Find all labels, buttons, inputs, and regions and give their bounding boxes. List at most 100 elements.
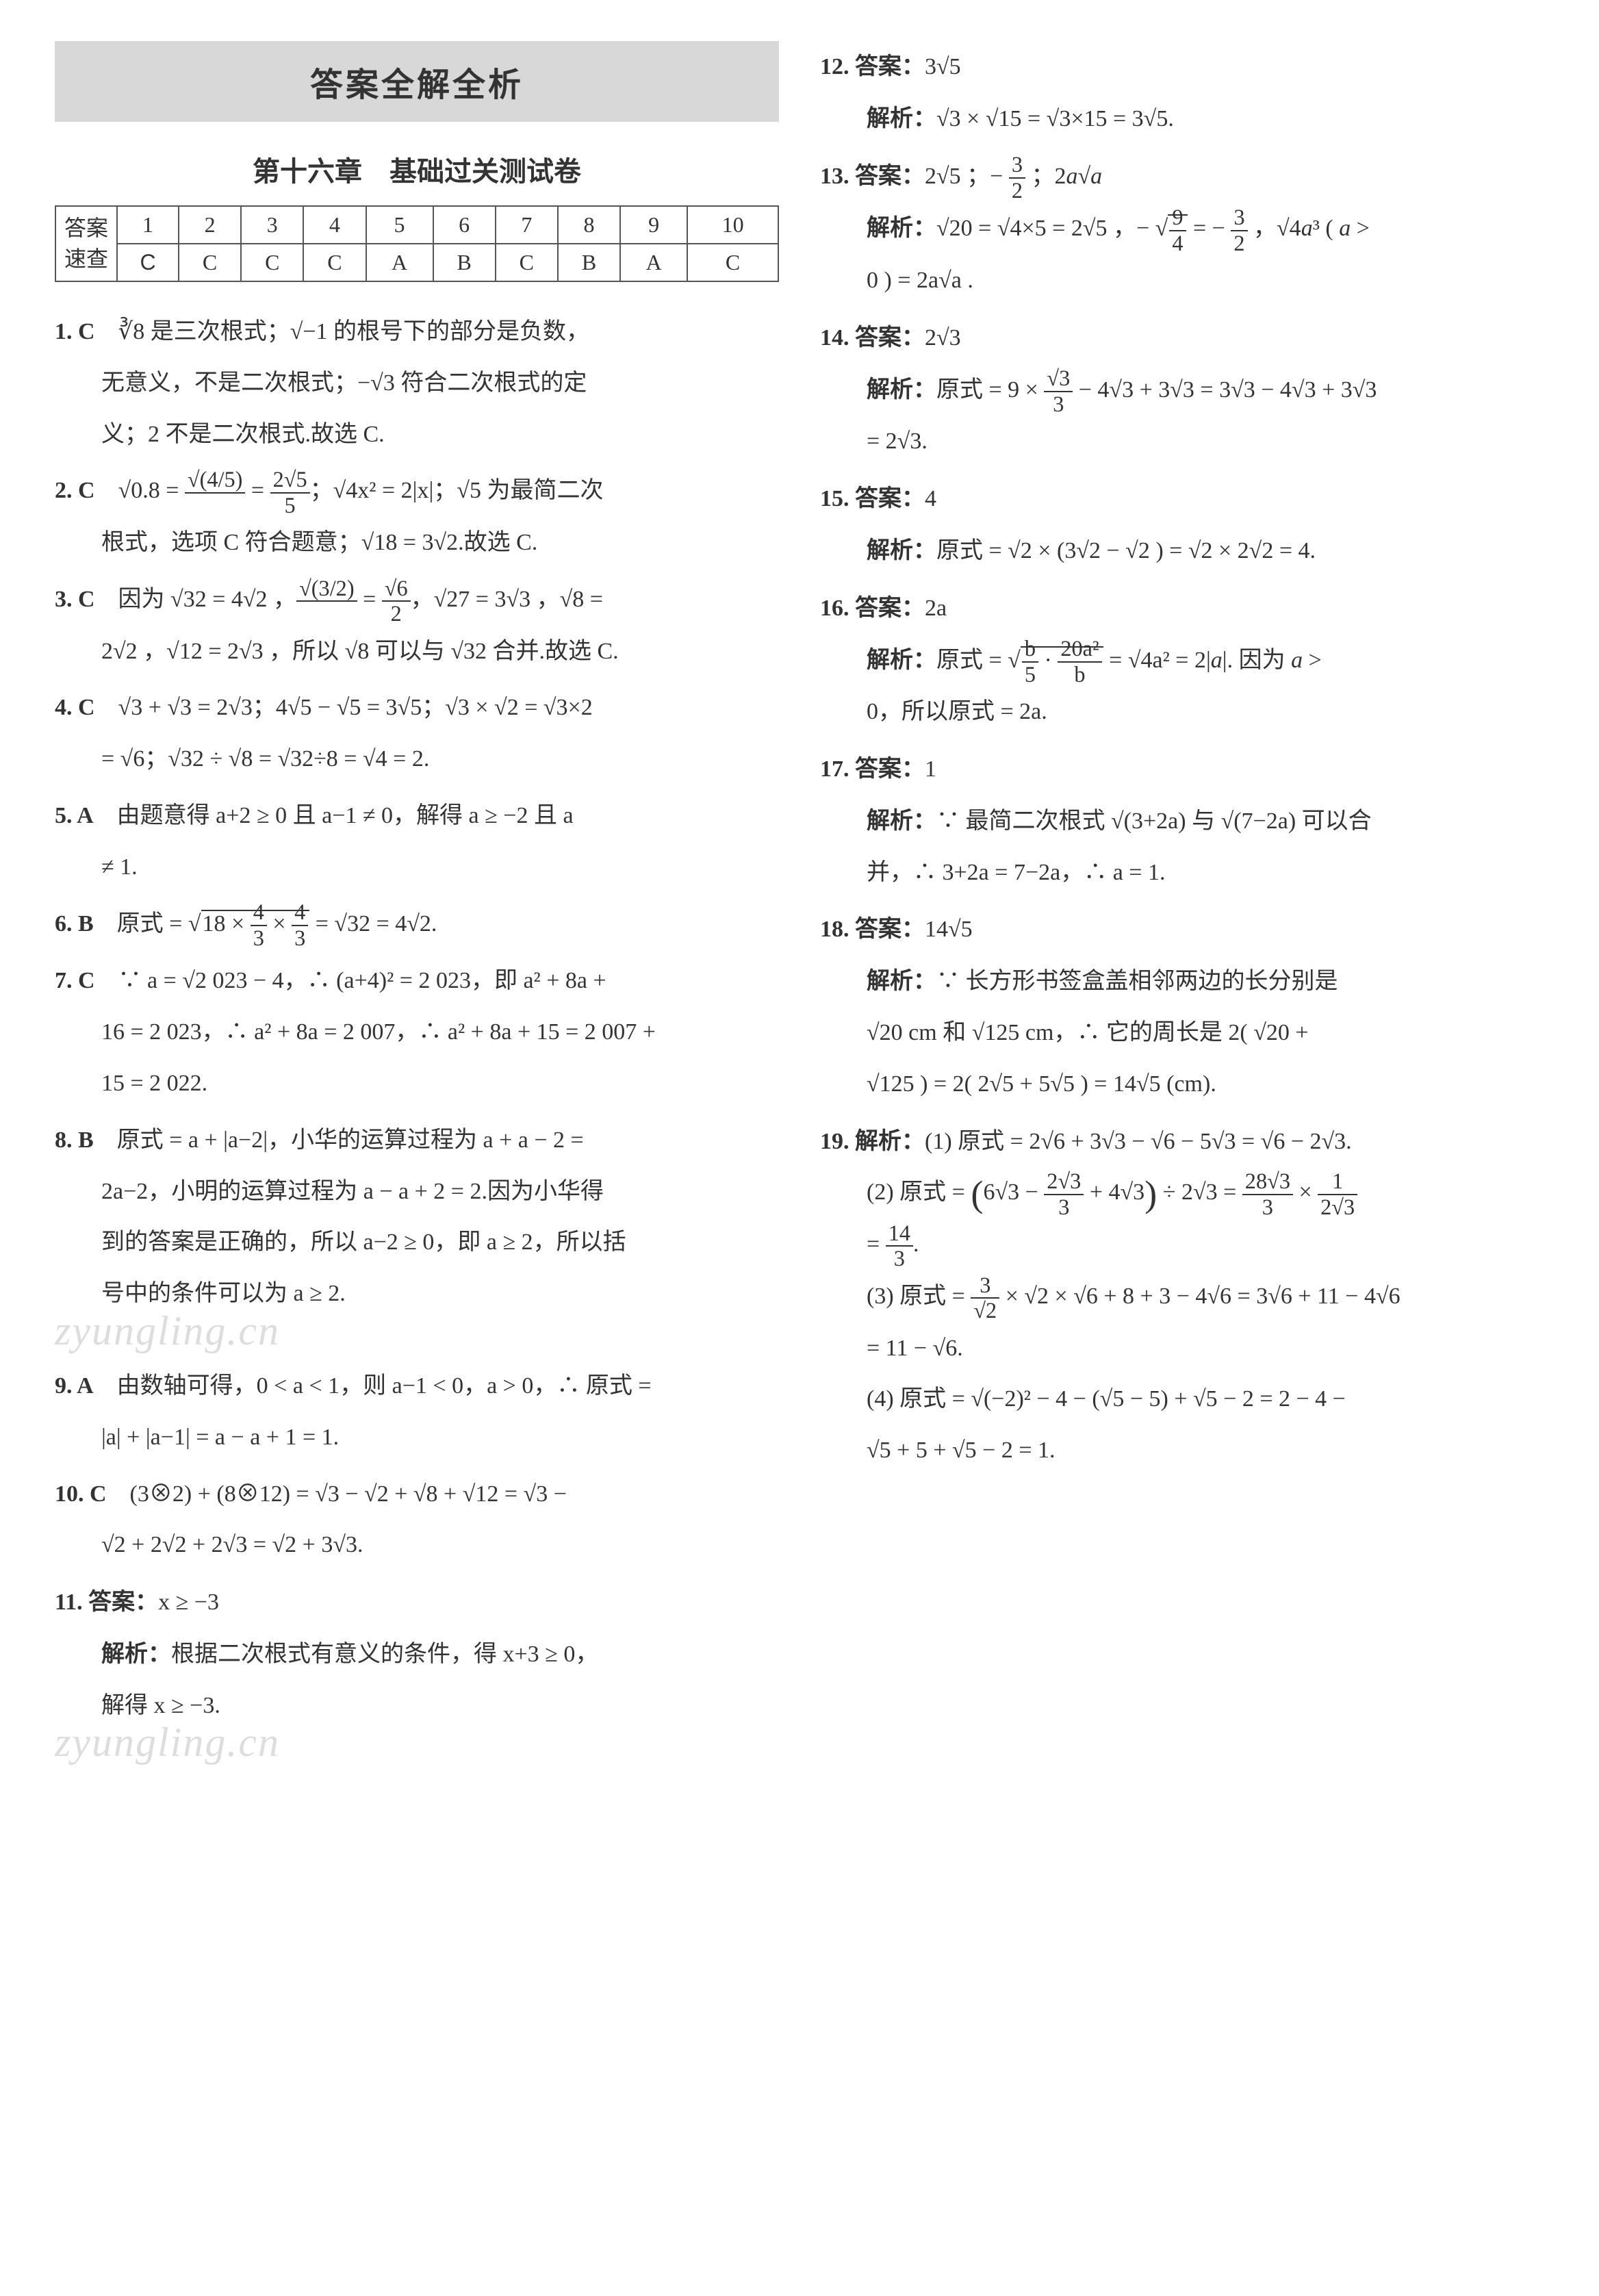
table-cell: 3 [241,206,303,244]
q15-num: 15. [820,486,849,511]
left-column: 答案全解全析 第十六章 基础过关测试卷 答案 速查 1 2 3 4 5 6 7 … [55,41,779,1793]
question-10: 10. C (3⊗2) + (8⊗12) = √3 − √2 + √8 + √1… [55,1469,779,1572]
q17-exp-b: 并，∴ 3+2a = 7−2a，∴ a = 1. [820,847,1544,899]
q8-text-b: 2a−2，小明的运算过程为 a − a + 2 = 2.因为小华得 [55,1166,779,1218]
q4-text-a: √3 + √3 = 2√3；4√5 − √5 = 3√5；√3 × √2 = √… [95,695,593,720]
q7-text-c: 15 = 2 022. [55,1058,779,1110]
q16-exp-b: 0，所以原式 = 2a. [820,687,1544,738]
table-cell: 6 [433,206,496,244]
question-4: 4. C √3 + √3 = 2√3；4√5 − √5 = 3√5；√3 × √… [55,683,779,785]
question-5: 5. A 由题意得 a+2 ≥ 0 且 a−1 ≠ 0，解得 a ≥ −2 且 … [55,791,779,893]
question-12: 12. 答案：3√5 解析：√3 × √15 = √3×15 = 3√5. [820,41,1544,145]
q5-text-b: ≠ 1. [55,842,779,893]
q3-text-b: ，√27 = 3√3 ，√8 = [411,587,603,612]
q1-text-b: 无意义，不是二次根式；−√3 符合二次根式的定 [55,358,779,409]
answer-table: 答案 速查 1 2 3 4 5 6 7 8 9 10 C C C C A B [55,205,779,282]
q18-num: 18. [820,917,849,942]
q10-text-b: √2 + 2√2 + 2√3 = √2 + 3√3. [55,1520,779,1571]
q16-num: 16. [820,596,849,621]
table-cell: 5 [366,206,433,244]
table-cell: C [496,244,558,281]
q5-text-a: 由题意得 a+2 ≥ 0 且 a−1 ≠ 0，解得 a ≥ −2 且 a [94,803,574,828]
frac: √(4/5) [185,468,246,518]
q19-num: 19. [820,1129,849,1154]
table-row: C C C C A B C B A C [55,244,778,281]
q11-exp-a: 根据二次根式有意义的条件，得 x+3 ≥ 0， [171,1642,598,1667]
question-3: 3. C 因为 √32 = 4√2 ，√(3/2) = √62，√27 = 3√… [55,574,779,678]
q7-text-b: 16 = 2 023，∴ a² + 8a = 2 007，∴ a² + 8a +… [55,1007,779,1058]
table-cell: 2 [179,206,241,244]
question-13: 13. 答案：2√5 ；− 32 ；2a√a 解析：√20 = √4×5 = 2… [820,151,1544,307]
table-cell: C [303,244,366,281]
table-cell: 7 [496,206,558,244]
question-16: 16. 答案：2a 解析：原式 = √b5 · 20a²b = √4a² = 2… [820,583,1544,738]
q8-num: 8. B [55,1127,94,1153]
question-1: 1. C ∛8 是三次根式；√−1 的根号下的部分是负数， 无意义，不是二次根式… [55,307,779,460]
q17-exp-a: ∵ 最简二次根式 √(3+2a) 与 √(7−2a) 可以合 [936,808,1372,834]
q3-text-c: 2√2 ，√12 = 2√3 ，所以 √8 可以与 √32 合并.故选 C. [55,626,779,678]
watermark: zyungling.cn [55,1697,779,1787]
question-17: 17. 答案：1 解析：∵ 最简二次根式 √(3+2a) 与 √(7−2a) 可… [820,743,1544,898]
q18-exp-b: √20 cm 和 √125 cm，∴ 它的周长是 2( √20 + [820,1008,1544,1059]
q17-ans: 1 [925,756,936,782]
table-cell: 10 [687,206,778,244]
q2-text-b: ；√4x² = 2|x|；√5 为最简二次 [310,478,604,503]
page-root: 答案全解全析 第十六章 基础过关测试卷 答案 速查 1 2 3 4 5 6 7 … [55,41,1544,1793]
table-label-2: 速查 [64,246,108,271]
q19-p3b: = 11 − √6. [820,1323,1544,1375]
frac: √62 [382,576,411,626]
q18-ans: 14√5 [925,917,973,942]
q3-text-a: 因为 √32 = 4√2 ， [95,587,297,612]
frac: 2√55 [270,468,310,518]
q6-text-b: = √32 = 4√2. [309,911,437,936]
q17-num: 17. [820,756,849,782]
q2-text-a: √0.8 = [95,478,185,503]
answer-label: 答案： [855,916,925,942]
q12-exp: √3 × √15 = √3×15 = 3√5. [936,106,1174,131]
answer-label: 答案： [88,1589,158,1615]
q4-text-b: = √6；√32 ÷ √8 = √32÷8 = √4 = 2. [55,734,779,785]
table-cell: B [558,244,620,281]
table-cell: A [620,244,687,281]
explain-label: 解析： [867,808,936,834]
explain-label: 解析： [867,105,936,131]
answer-label: 答案： [855,756,925,782]
answer-label: 答案： [855,163,925,189]
table-cell: 9 [620,206,687,244]
q8-text-c: 到的答案是正确的，所以 a−2 ≥ 0，即 a ≥ 2，所以括 [55,1217,779,1268]
explain-label: 解析： [867,377,936,403]
q19-p4a: (4) 原式 = √(−2)² − 4 − (√5 − 5) + √5 − 2 … [820,1374,1544,1425]
explain-label: 解析： [867,647,936,673]
q7-text-a: ∵ a = √2 023 − 4，∴ (a+4)² = 2 023，即 a² +… [95,968,606,993]
answer-label: 答案： [855,595,925,621]
q5-num: 5. A [55,803,94,828]
q16-ans: 2a [925,596,947,621]
q2-text-c: 根式，选项 C 符合题意；√18 = 3√2.故选 C. [55,518,779,569]
answer-label: 答案： [855,324,925,350]
q7-num: 7. C [55,968,95,993]
q11-ans: x ≥ −3 [158,1590,219,1615]
q2-num: 2. C [55,478,95,503]
explain-label: 解析： [101,1641,171,1667]
table-cell: 4 [303,206,366,244]
q19-p4b: √5 + 5 + √5 − 2 = 1. [820,1425,1544,1477]
table-cell: B [433,244,496,281]
q1-num: 1. C [55,319,95,344]
question-2: 2. C √0.8 = √(4/5) = 2√55；√4x² = 2|x|；√5… [55,465,779,569]
table-cell: C [179,244,241,281]
q1-text-c: 义；2 不是二次根式.故选 C. [55,409,779,461]
table-cell: C [117,244,179,281]
table-cell: 8 [558,206,620,244]
table-cell: 1 [117,206,179,244]
question-7: 7. C ∵ a = √2 023 − 4，∴ (a+4)² = 2 023，即… [55,956,779,1109]
answer-label: 答案： [855,485,925,511]
q14-ans: 2√3 [925,325,961,350]
main-title: 答案全解全析 [55,41,779,122]
q4-num: 4. C [55,695,95,720]
question-8: 8. B 原式 = a + |a−2|，小华的运算过程为 a + a − 2 =… [55,1115,779,1376]
q9-num: 9. A [55,1373,94,1399]
q12-ans: 3√5 [925,54,961,79]
q9-text-a: 由数轴可得，0 < a < 1，则 a−1 < 0，a > 0，∴ 原式 = [94,1373,652,1399]
explain-label: 解析： [855,1128,925,1154]
q14-exp-b: = 2√3. [820,416,1544,468]
